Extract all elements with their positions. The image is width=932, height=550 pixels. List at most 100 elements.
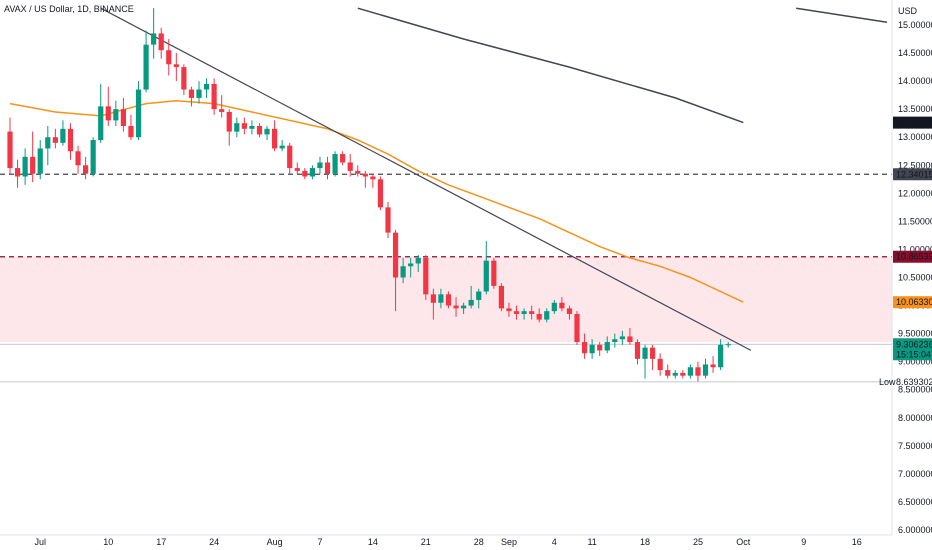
candle-body [279,145,285,149]
candle-body [370,176,376,180]
price-tick-label: 9.5000000 [898,329,932,339]
candle-body [445,294,452,306]
candle-body [264,128,270,135]
ma-slow-tag: 13.2624140 [896,118,932,128]
candle-body [551,302,557,312]
candle-body [566,308,573,314]
currency-label: USD [898,6,918,16]
candle-body [483,260,489,292]
price-tick-label: 8.5000000 [898,385,932,395]
price-tick-label: 12.5000000 [898,160,932,170]
time-tick-label: Sep [501,537,517,547]
candle-body [203,83,210,90]
candle-body [309,168,315,177]
price-tick-label: 13.0000000 [898,132,932,142]
price-tags-layer: 13.2624140 12.3401533 10.8653925 10.0633055… [879,116,932,387]
candle-body [143,44,149,90]
candle-body [241,123,247,129]
time-tick-label: 10 [103,537,113,547]
candle-body [158,33,164,51]
candle-body [30,156,36,174]
price-tick-label: 7.5000000 [898,441,932,451]
candle-body [725,344,731,346]
candle-body [256,126,263,135]
price-tick-label: 14.5000000 [898,48,932,58]
price-axis[interactable]: 15.0000000 14.5000000 14.0000000 13.5000000… [898,20,932,535]
resistance-tag: 10.8653925 [896,252,932,262]
candle-body [135,89,142,138]
candle-body [317,162,323,169]
countdown-tag: 15:15:04 [896,349,931,359]
candle-body [166,50,172,65]
candle-body [453,305,459,309]
price-tick-label: 10.5000000 [898,273,932,283]
candle-body [461,305,467,309]
candle-body [597,344,603,351]
candle-body [355,170,361,174]
candle-body [294,168,300,171]
candle-body [234,123,240,132]
level-lines-layer [0,173,892,383]
candle-body [710,364,716,368]
ma-slow-line [357,7,744,124]
candle-body [702,364,709,376]
current-price-tag: 9.3062363 [896,339,932,349]
candle-body [362,173,368,177]
candle-body [589,344,595,354]
time-tick-label: 11 [587,537,596,547]
candle-body [181,67,187,90]
price-tick-label: 14.0000000 [898,76,932,86]
candle-body [604,342,610,351]
price-tick-label: 8.0000000 [898,413,932,423]
ma-slow-tag-bg [893,116,932,129]
candle-body [90,140,96,174]
price-tick-label: 13.5000000 [898,104,932,114]
candle-body [188,89,195,98]
candle-body [581,342,588,354]
candle-body [324,162,331,174]
candle-body [415,257,421,264]
candle-body [612,339,618,343]
time-tick-label: 17 [156,537,166,547]
chart-title: AVAX / US Dollar, 1D, BINANCE [4,4,134,14]
candle-body [619,336,625,340]
candle-body [45,137,51,149]
time-tick-label: Jul [34,537,46,547]
candle-body [211,83,217,110]
candle-body [574,313,580,343]
candle-body [665,370,671,376]
candle-body [650,347,656,359]
time-tick-label: 21 [421,537,431,547]
candle-body [7,131,13,169]
candle-body [302,170,308,177]
current-price-tag-bg [893,338,932,361]
candle-body [75,151,81,166]
candle-body [544,311,550,320]
candle-body [423,257,429,295]
candle-body [687,367,693,376]
candle-body [22,156,28,177]
low-value-tag: 8.6393023 [896,377,932,387]
time-axis[interactable]: Jul 10 17 24 Aug 7 14 21 28 Sep 4 11 18 25 Oct 9 16 [34,537,861,547]
low-label: Low [879,377,896,387]
candle-body [657,358,663,371]
time-tick-label: 25 [693,537,703,547]
candle-body [287,145,293,169]
candle-body [438,294,444,303]
ma-fast-line [9,99,744,303]
resistance-tag-bg [893,250,932,263]
candle-body [634,342,641,359]
candle-body [37,148,43,174]
price-tick-label: 11.5000000 [898,216,932,226]
candle-body [695,367,701,376]
candle-body [559,302,565,309]
ma-slow-line-tail [796,7,888,23]
moving-average-layer [9,7,888,351]
time-tick-label: 4 [552,537,557,547]
candle-body [408,263,414,267]
candle-body [98,106,104,141]
time-tick-label: 24 [209,537,219,547]
candle-body [468,299,474,306]
price-tick-label: 12.0000000 [898,188,932,198]
